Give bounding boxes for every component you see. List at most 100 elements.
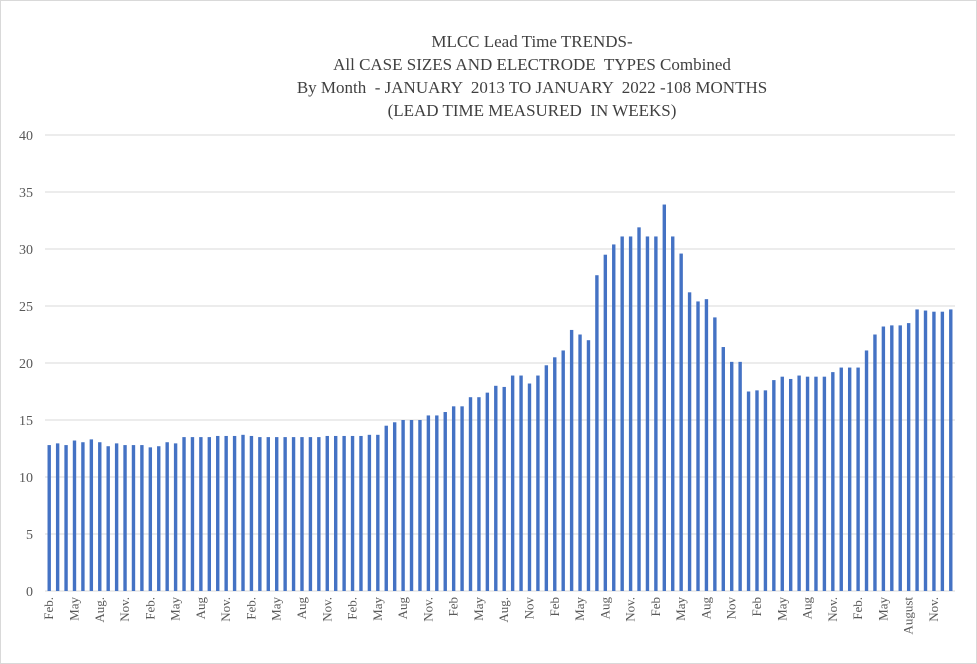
- bar: [325, 435, 329, 591]
- bar: [949, 309, 953, 591]
- title-line-2: All CASE SIZES AND ELECTRODE TYPES Combi…: [333, 55, 731, 74]
- bar: [612, 244, 616, 591]
- x-tick-label: Feb.: [142, 597, 157, 620]
- bar: [291, 437, 296, 591]
- bar: [662, 204, 667, 592]
- bar: [468, 397, 473, 591]
- bar: [864, 350, 869, 591]
- bar: [679, 253, 683, 591]
- bar: [831, 372, 835, 591]
- title-line-1: MLCC Lead Time TRENDS-: [431, 32, 633, 51]
- x-tick-label: May: [673, 597, 688, 621]
- x-tick-label: Nov.: [218, 597, 233, 622]
- x-tick-label: Aug: [294, 597, 309, 620]
- x-tick-label: May: [471, 597, 486, 621]
- bar: [553, 357, 557, 591]
- y-tick-label: 15: [19, 414, 33, 429]
- x-tick-label: Nov.: [825, 597, 840, 622]
- title-line-3: By Month - JANUARY 2013 TO JANUARY 2022 …: [296, 78, 768, 97]
- bar: [148, 447, 153, 591]
- bar: [890, 325, 894, 591]
- bar: [114, 443, 119, 591]
- bar: [81, 442, 85, 591]
- bar: [451, 406, 456, 591]
- x-tick-label: Aug.: [496, 597, 511, 623]
- bar: [654, 236, 658, 591]
- bar: [713, 317, 717, 591]
- bar: [898, 325, 902, 591]
- bar: [637, 227, 641, 591]
- bar: [578, 334, 582, 591]
- bar: [106, 446, 110, 591]
- bar: [527, 383, 532, 591]
- bar: [738, 361, 742, 591]
- bar: [123, 445, 127, 591]
- bar: [384, 425, 388, 591]
- bar: [131, 445, 136, 591]
- x-tick-label: Feb: [446, 597, 461, 617]
- bar: [485, 392, 490, 591]
- bar: [249, 435, 254, 591]
- bar: [342, 435, 346, 591]
- x-tick-label: May: [168, 597, 183, 621]
- x-tick-label: Nov.: [117, 597, 132, 622]
- bar: [788, 378, 793, 591]
- bar: [847, 367, 852, 591]
- x-tick-label: Feb.: [41, 597, 56, 620]
- bar: [544, 365, 549, 591]
- y-tick-label: 40: [19, 129, 33, 144]
- x-tick-label: Nov.: [926, 597, 941, 622]
- title-line-4: (LEAD TIME MEASURED IN WEEKS): [387, 101, 677, 120]
- y-tick-label: 30: [19, 243, 33, 258]
- bar: [502, 386, 506, 591]
- bar: [586, 340, 591, 591]
- x-tick-label: Nov: [724, 597, 739, 620]
- bar: [275, 437, 279, 591]
- bar: [923, 310, 928, 591]
- x-tick-label: May: [269, 597, 284, 621]
- x-tick-label: May: [370, 597, 385, 621]
- bar: [906, 323, 911, 591]
- x-tick-label: Nov: [521, 597, 536, 620]
- x-tick-label: Feb.: [243, 597, 258, 620]
- bar: [165, 442, 169, 591]
- y-tick-label: 5: [26, 528, 33, 543]
- x-tick-label: Aug.: [92, 597, 107, 623]
- bar: [140, 445, 144, 591]
- x-tick-label: May: [875, 597, 890, 621]
- bar: [283, 437, 287, 591]
- bar: [696, 301, 700, 591]
- bar: [350, 435, 355, 591]
- x-tick-label: May: [66, 597, 81, 621]
- bar: [519, 375, 523, 591]
- y-tick-label: 25: [19, 300, 33, 315]
- bar: [376, 434, 380, 591]
- bar: [805, 376, 810, 591]
- bar: [915, 309, 919, 591]
- bar: [772, 380, 776, 591]
- x-tick-label: Feb: [547, 597, 562, 617]
- bar: [418, 420, 422, 591]
- bar: [730, 361, 734, 591]
- bar: [595, 275, 599, 591]
- x-tick-label: Aug: [395, 597, 410, 620]
- bar: [704, 299, 709, 591]
- bar: [797, 375, 801, 591]
- bar: [510, 375, 515, 591]
- bar: [426, 415, 431, 591]
- bar: [207, 437, 212, 591]
- bar: [814, 376, 818, 591]
- bar: [55, 443, 60, 591]
- bar: [182, 437, 186, 591]
- bar: [300, 437, 304, 591]
- x-tick-label: Feb: [648, 597, 663, 617]
- x-tick-label: Aug: [698, 597, 713, 620]
- x-tick-label: Nov.: [319, 597, 334, 622]
- bar: [216, 435, 220, 591]
- bar: [763, 390, 768, 591]
- bar: [536, 375, 540, 591]
- bar: [721, 347, 725, 591]
- bar: [755, 390, 759, 591]
- bar: [628, 236, 633, 591]
